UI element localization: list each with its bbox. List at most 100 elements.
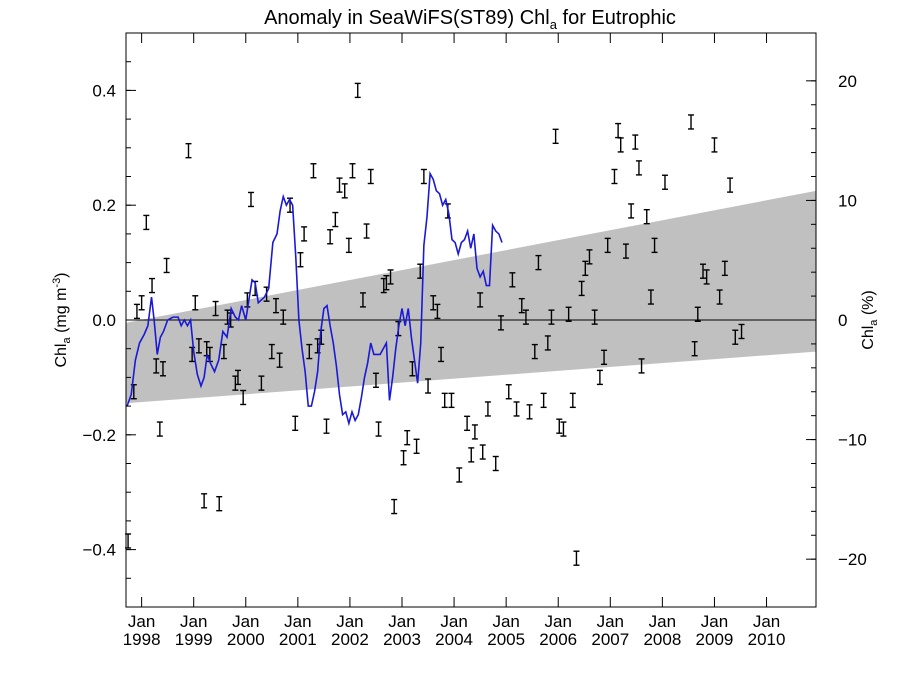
right-y-tick-label: −20 [838,550,867,569]
x-tick-year-label: 2006 [539,630,577,649]
data-point [420,168,427,185]
data-point [216,495,223,512]
data-point [336,177,343,193]
data-point [531,343,538,360]
chart-title: Anomaly in SeaWiFS(ST89) Chla for Eutrop… [264,7,676,32]
left-y-tick-label: −0.4 [82,541,116,560]
x-tick-month-label: Jan [128,612,155,631]
data-point [375,421,382,437]
x-tick-month-label: Jan [440,612,467,631]
x-axis: Jan1998Jan1999Jan2000Jan2001Jan2002Jan20… [123,33,785,649]
data-point [306,343,313,360]
x-tick-month-label: Jan [701,612,728,631]
data-point [638,358,645,374]
x-tick-month-label: Jan [336,612,363,631]
data-point [163,257,170,274]
x-tick-year-label: 2007 [591,630,629,649]
data-point [234,369,241,386]
data-point [492,455,499,472]
data-point [268,343,275,360]
data-point [372,372,379,388]
x-tick-year-label: 1998 [123,630,161,649]
data-point [732,329,739,345]
data-point [153,358,160,374]
data-point [456,467,463,483]
data-point [404,429,411,446]
data-point [332,211,339,228]
x-tick-month-label: Jan [545,612,572,631]
data-point [323,418,330,434]
data-point [582,260,589,277]
data-point [159,361,166,377]
x-tick-year-label: 2005 [487,630,525,649]
data-point [310,163,317,179]
data-point [628,203,635,219]
data-point [578,280,585,297]
data-point [276,352,283,368]
data-point [540,392,547,409]
x-tick-month-label: Jan [649,612,676,631]
x-tick-month-label: Jan [388,612,415,631]
data-point [133,303,140,320]
band-shape [126,190,816,404]
data-point [548,309,555,325]
data-point [192,295,199,311]
data-point [509,272,516,288]
data-point [691,341,698,357]
data-point [716,289,723,305]
data-point [383,274,390,291]
right-y-tick-label: −10 [838,431,867,450]
data-point [448,392,455,409]
left-y-axis: 0.4 0.2 0.0 −0.2 −0.4 [82,32,136,608]
data-point [604,237,611,254]
data-point [560,421,567,437]
data-point [413,438,420,454]
data-point [297,252,304,268]
left-y-axis-title: Chla (mg m-3) [51,272,73,367]
data-point [601,349,608,366]
data-point [438,346,445,363]
data-point [430,295,437,311]
data-point [505,384,512,400]
data-point [518,297,525,314]
data-point [727,177,734,193]
x-tick-year-label: 2009 [696,630,734,649]
data-point [596,369,603,386]
data-point [341,183,348,199]
data-point [391,498,398,515]
data-point [586,249,593,265]
data-point [569,392,576,409]
right-y-tick-label: 0 [838,311,847,330]
right-y-axis: 20 10 0 −10 −20 [806,72,867,569]
confidence-band [126,190,816,404]
data-point [349,163,356,179]
data-point [699,263,706,279]
data-point [535,254,542,271]
left-y-tick-label: 0.0 [92,311,116,330]
x-tick-year-label: 1999 [175,630,213,649]
data-point [591,309,598,325]
x-tick-month-label: Jan [492,612,519,631]
data-point [632,134,639,150]
x-tick-month-label: Jan [232,612,259,631]
data-point [301,226,308,242]
x-tick-year-label: 2008 [643,630,681,649]
data-point [185,142,192,159]
data-point [212,300,219,317]
data-point [138,295,145,311]
data-point [425,378,432,394]
data-point [367,168,374,185]
data-point [484,401,491,417]
data-point [345,237,352,254]
data-point [573,550,580,566]
data-point [617,137,624,153]
x-tick-month-label: Jan [180,612,207,631]
data-point [441,392,448,409]
data-point [635,160,642,176]
right-y-tick-label: 10 [838,191,857,210]
x-tick-year-label: 2004 [435,630,473,649]
data-point [201,493,208,509]
right-y-axis-title: Chla (%) [860,290,880,349]
data-point [471,424,478,440]
